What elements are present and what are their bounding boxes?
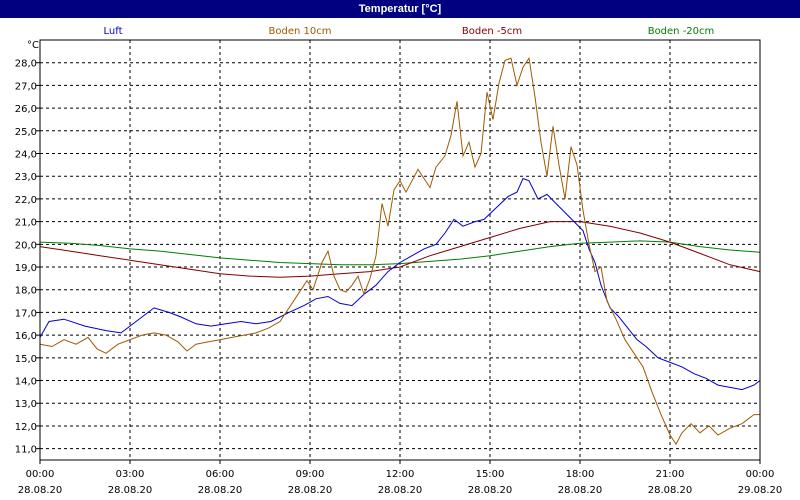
y-tick-label: 26,0 xyxy=(15,104,37,115)
x-tick-date-label: 28.08.20 xyxy=(288,485,333,496)
y-tick-label: 24,0 xyxy=(15,150,37,161)
x-tick-date-label: 28.08.20 xyxy=(378,485,423,496)
x-tick-time-label: 03:00 xyxy=(116,469,145,480)
x-tick-time-label: 12:00 xyxy=(386,469,415,480)
x-tick-date-label: 28.08.20 xyxy=(648,485,693,496)
series-line-boden-20cm xyxy=(39,240,761,266)
x-tick-time-label: 15:00 xyxy=(476,469,505,480)
series-line-boden-5cm xyxy=(39,221,761,278)
y-tick-label: 11,0 xyxy=(15,445,37,456)
x-tick-time-label: 18:00 xyxy=(566,469,595,480)
y-tick-label: 17,0 xyxy=(15,308,37,319)
chart-title: Temperatur [°C] xyxy=(0,0,800,18)
y-tick-label: 16,0 xyxy=(15,331,37,342)
x-tick-time-label: 00:00 xyxy=(746,469,775,480)
y-tick-label: 21,0 xyxy=(15,218,37,229)
y-tick-label: 18,0 xyxy=(15,286,37,297)
y-tick-label: 23,0 xyxy=(15,172,37,183)
legend-entry: Boden -5cm xyxy=(462,26,522,37)
x-tick-time-label: 06:00 xyxy=(206,469,235,480)
y-tick-label: 27,0 xyxy=(15,81,37,92)
legend-entry: Boden 10cm xyxy=(269,26,332,37)
y-tick-label: 13,0 xyxy=(15,399,37,410)
x-tick-date-label: 28.08.20 xyxy=(558,485,603,496)
legend-entry: Luft xyxy=(104,26,123,37)
series-line-luft xyxy=(39,177,761,391)
y-tick-label: 14,0 xyxy=(15,377,37,388)
x-tick-time-label: 00:00 xyxy=(26,469,55,480)
y-tick-label: 19,0 xyxy=(15,263,37,274)
x-tick-date-label: 28.08.20 xyxy=(468,485,513,496)
x-tick-time-label: 21:00 xyxy=(656,469,685,480)
y-tick-label: 15,0 xyxy=(15,354,37,365)
x-tick-date-label: 28.08.20 xyxy=(198,485,243,496)
y-tick-label: 28,0 xyxy=(15,59,37,70)
series-line-boden-10cm xyxy=(39,56,760,446)
legend-entry: Boden -20cm xyxy=(648,26,715,37)
y-axis-unit: °C xyxy=(27,40,39,51)
y-tick-label: 22,0 xyxy=(15,195,37,206)
x-tick-date-label: 29.08.20 xyxy=(738,485,783,496)
y-tick-label: 12,0 xyxy=(15,422,37,433)
y-tick-label: 25,0 xyxy=(15,127,37,138)
x-tick-date-label: 28.08.20 xyxy=(108,485,153,496)
x-tick-time-label: 09:00 xyxy=(296,469,325,480)
x-tick-date-label: 28.08.20 xyxy=(18,485,63,496)
y-tick-label: 20,0 xyxy=(15,240,37,251)
